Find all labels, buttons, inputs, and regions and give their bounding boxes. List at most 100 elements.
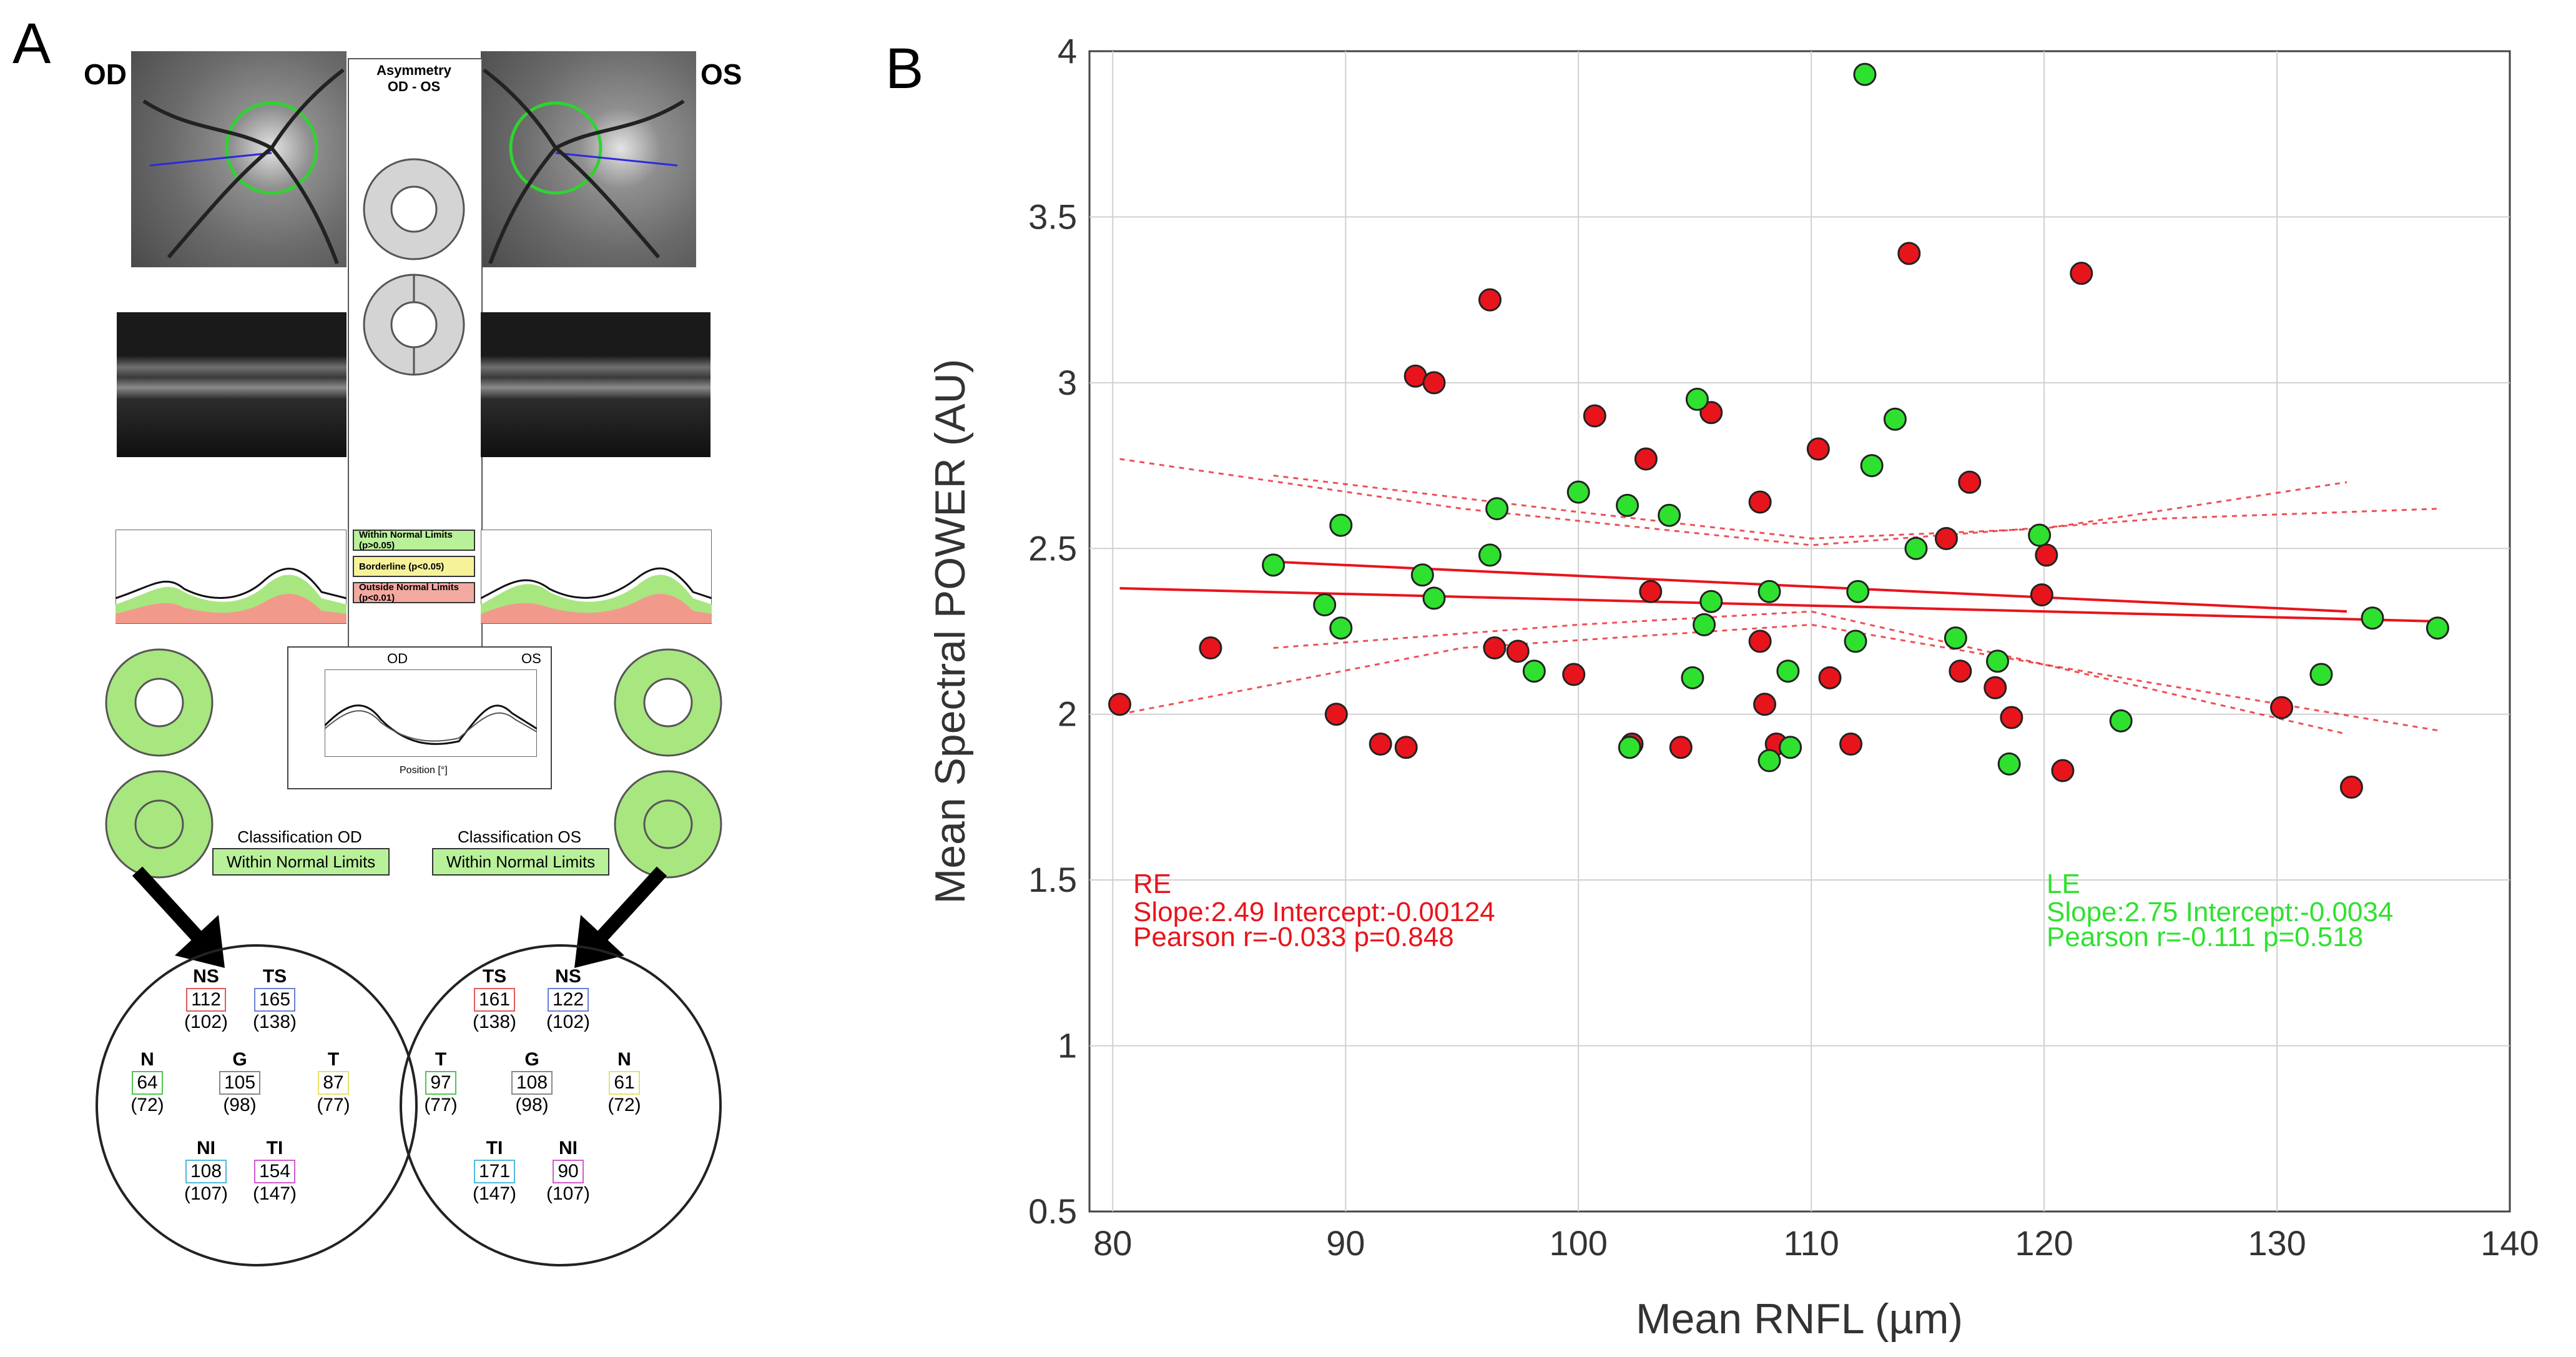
os-sector-ni: NI 90 (107) <box>543 1138 593 1205</box>
os-sector-g-value: 108 <box>511 1070 553 1095</box>
data-point-re <box>1394 736 1418 759</box>
data-point-re <box>1669 736 1693 759</box>
data-point-re <box>1897 242 1921 265</box>
data-point-re <box>2035 543 2058 567</box>
fit-line-re <box>1119 586 2441 623</box>
od-sector-ni: NI 108 (107) <box>181 1138 231 1205</box>
x-tick-label: 100 <box>1549 1223 1607 1263</box>
os-sector-maps <box>614 648 722 879</box>
legend-within-normal: Within Normal Limits (p>0.05) <box>353 530 475 551</box>
data-point-re <box>1699 401 1723 425</box>
data-point-re <box>1199 636 1222 660</box>
data-point-le <box>1860 454 1884 478</box>
y-tick-label: 2.5 <box>1028 528 1077 568</box>
od-sector-n-ref: (72) <box>130 1095 164 1115</box>
data-point-le <box>1944 626 1967 650</box>
data-point-le <box>1422 586 1446 610</box>
re-annotation-slope: Slope:2.49 Intercept:-0.00124 <box>1133 897 1495 927</box>
data-point-le <box>1846 580 1870 603</box>
od-sector-ti-name: TI <box>266 1138 283 1158</box>
combined-profile-os-label: OS <box>521 651 541 666</box>
os-sector-t-value: 97 <box>425 1070 456 1095</box>
od-sector-n: N 64 (72) <box>122 1049 172 1117</box>
os-sector-ts-ref: (138) <box>472 1012 517 1032</box>
data-point-re <box>1634 447 1658 471</box>
od-sector-g-name: G <box>232 1049 247 1070</box>
data-point-re <box>1806 437 1830 461</box>
x-tick-label: 90 <box>1326 1223 1365 1263</box>
data-point-re <box>2051 759 2075 782</box>
data-point-le <box>1986 649 2010 673</box>
x-axis-label: Mean RNFL (µm) <box>1636 1295 1963 1343</box>
os-sector-t-name: T <box>435 1049 447 1070</box>
data-point-le <box>1410 563 1434 587</box>
asymmetry-title: Asymmetry OD - OS <box>376 62 451 94</box>
data-point-le <box>1699 590 1723 613</box>
combined-profile-xlabel: Position [°] <box>400 765 448 776</box>
od-sector-n-name: N <box>140 1049 154 1070</box>
data-point-re <box>1483 636 1507 660</box>
combined-profile-plot <box>325 669 537 757</box>
data-point-le <box>2309 663 2333 686</box>
ci-lower-re <box>1119 623 2441 732</box>
os-sector-ts: TS 161 (138) <box>469 966 519 1034</box>
x-tick-label: 130 <box>2248 1223 2306 1263</box>
re-annotation-pearson: Pearson r=-0.033 p=0.848 <box>1133 922 1454 952</box>
os-sector-circle <box>400 944 722 1266</box>
data-point-le <box>1681 666 1704 689</box>
data-point-re <box>1818 666 1842 689</box>
y-tick-label: 0.5 <box>1028 1192 1077 1231</box>
ci-lower-le <box>1273 610 2347 736</box>
data-point-re <box>2000 706 2023 729</box>
data-point-le <box>1658 503 1681 527</box>
data-point-re <box>2270 696 2294 719</box>
od-sector-maps <box>105 648 214 879</box>
od-sector-ts-value: 165 <box>253 987 296 1012</box>
data-point-re <box>1478 288 1502 312</box>
os-sector-ni-value: 90 <box>553 1159 584 1183</box>
data-point-re <box>1422 371 1446 395</box>
data-point-re <box>1839 732 1863 756</box>
os-sector-g: G 108 (98) <box>507 1049 557 1117</box>
data-point-le <box>1904 536 1928 560</box>
os-oct-bscan <box>481 312 710 457</box>
od-sector-t-name: T <box>327 1049 340 1070</box>
data-point-le <box>1844 629 1867 653</box>
od-sector-ns: NS 112 (102) <box>181 966 231 1034</box>
data-point-le <box>1262 553 1286 577</box>
od-sector-t-ref: (77) <box>317 1095 350 1115</box>
data-point-le <box>2109 709 2133 733</box>
od-sector-ni-ref: (107) <box>184 1183 229 1204</box>
data-point-le <box>1776 659 1800 683</box>
data-point-re <box>1949 659 1972 683</box>
data-point-re <box>2030 583 2053 607</box>
data-point-le <box>1779 736 1802 759</box>
x-tick-label: 120 <box>2015 1223 2073 1263</box>
data-point-re <box>1562 663 1586 686</box>
data-point-le <box>1616 493 1639 517</box>
od-eye-label: OD <box>84 58 127 91</box>
os-eye-label: OS <box>701 58 742 91</box>
os-sector-n-value: 61 <box>609 1070 640 1095</box>
od-sector-g: G 105 (98) <box>215 1049 265 1117</box>
od-sector-ti-ref: (147) <box>252 1183 297 1204</box>
y-tick-label: 3.5 <box>1028 197 1077 236</box>
legend-outside-normal: Outside Normal Limits (p<0.01) <box>353 582 475 603</box>
data-point-re <box>1639 580 1663 603</box>
od-sector-ti-value: 154 <box>253 1159 296 1183</box>
data-point-le <box>1329 513 1353 537</box>
os-sector-ns-ref: (102) <box>546 1012 591 1032</box>
od-sector-ni-name: NI <box>197 1138 215 1158</box>
od-sector-t: T 87 (77) <box>308 1049 358 1117</box>
os-sector-ti-value: 171 <box>473 1159 516 1183</box>
data-point-le <box>2028 523 2052 547</box>
od-sector-n-value: 64 <box>132 1070 163 1095</box>
os-fundus-image <box>481 51 696 267</box>
x-tick-label: 110 <box>1784 1223 1839 1263</box>
panel-label-b: B <box>885 37 924 101</box>
os-sector-ts-name: TS <box>482 966 507 987</box>
data-point-re <box>1369 732 1392 756</box>
data-point-re <box>1748 629 1772 653</box>
od-sector-t-value: 87 <box>318 1070 349 1095</box>
os-sector-t: T 97 (77) <box>416 1049 466 1117</box>
